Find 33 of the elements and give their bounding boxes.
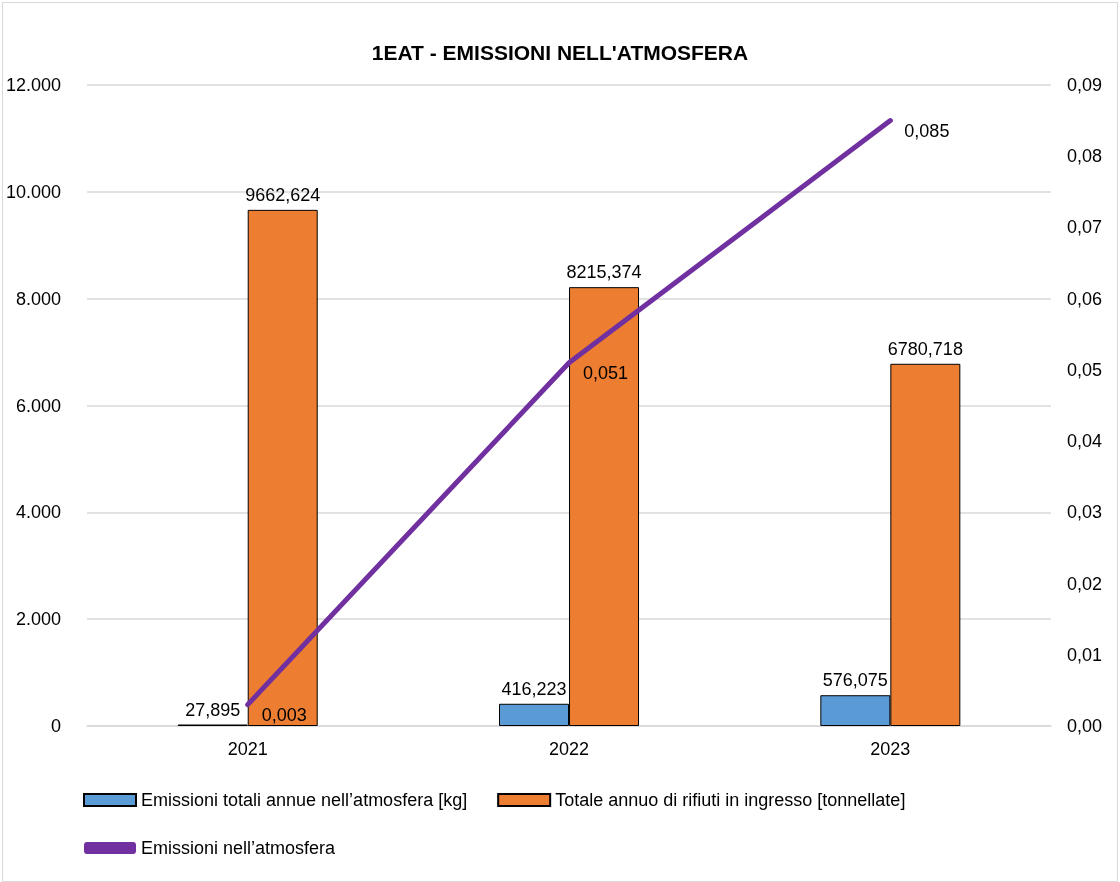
y2-tick-label: 0,00 bbox=[1067, 716, 1103, 736]
chart-title: 1EAT - EMISSIONI NELL'ATMOSFERA bbox=[371, 41, 749, 64]
y-tick-label: 8.000 bbox=[16, 288, 62, 309]
y2-tick-label: 0,05 bbox=[1067, 359, 1103, 380]
y2-tick-label: 0,02 bbox=[1067, 573, 1103, 594]
y2-tick-label: 0,04 bbox=[1067, 431, 1103, 452]
data-label: 9662,624 bbox=[245, 184, 321, 205]
data-label: 8215,374 bbox=[566, 262, 642, 283]
y2-tick-label: 0,09 bbox=[1067, 75, 1103, 95]
data-label: 0,051 bbox=[583, 362, 629, 383]
data-label: 6780,718 bbox=[887, 338, 963, 359]
y2-tick-label: 0,01 bbox=[1067, 644, 1103, 665]
y2-tick-label: 0,07 bbox=[1067, 217, 1103, 238]
y2-tick-label: 0,06 bbox=[1067, 288, 1103, 309]
data-label: 416,223 bbox=[501, 678, 567, 699]
y-tick-label: 4.000 bbox=[16, 502, 62, 523]
y-tick-label: 6.000 bbox=[16, 395, 62, 416]
y-tick-label: 12.000 bbox=[5, 75, 62, 95]
data-label: 0,085 bbox=[904, 120, 950, 141]
legend-label: Totale annuo di rifiuti in ingresso [tonnellate] bbox=[555, 790, 906, 810]
data-label: 0,003 bbox=[261, 704, 307, 725]
y-tick-label: 10.000 bbox=[5, 181, 62, 202]
y2-tick-label: 0,03 bbox=[1067, 502, 1103, 523]
legend-label: Emissioni totali annue nell’atmosfera [kg] bbox=[141, 790, 468, 810]
y-tick-label: 0 bbox=[51, 716, 62, 736]
x-tick-label: 2023 bbox=[870, 739, 911, 759]
x-tick-label: 2022 bbox=[549, 739, 590, 759]
data-label: 576,075 bbox=[822, 670, 888, 691]
data-label: 27,895 bbox=[185, 699, 241, 720]
y2-tick-label: 0,08 bbox=[1067, 146, 1103, 167]
legend-label: Emissioni nell’atmosfera bbox=[141, 838, 337, 858]
y-tick-label: 2.000 bbox=[16, 609, 62, 630]
x-tick-label: 2021 bbox=[227, 739, 268, 759]
